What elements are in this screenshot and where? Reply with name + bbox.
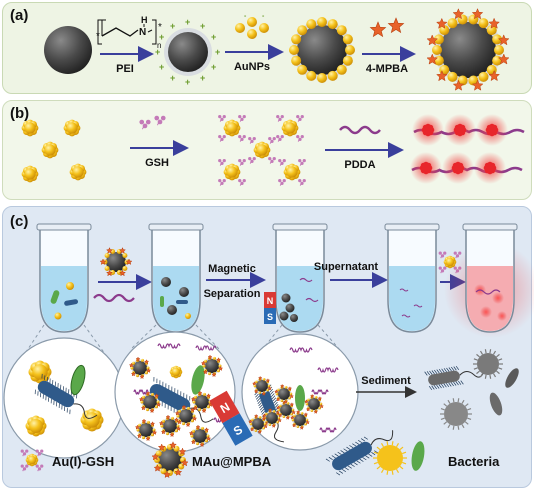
pei-structure-icon: * N H n * bbox=[96, 15, 162, 50]
step-gsh-label: GSH bbox=[145, 157, 169, 169]
mau-mpba-reagent-icon bbox=[99, 247, 133, 277]
tube-3-separation-icon bbox=[272, 223, 328, 333]
zoom-circle-1-icon bbox=[3, 337, 125, 459]
tube-5-fluorescence-icon bbox=[444, 223, 534, 338]
mau-mpba-particle-icon bbox=[426, 8, 510, 91]
svg-text:*: * bbox=[158, 22, 162, 33]
svg-text:+: + bbox=[200, 73, 205, 83]
step-pdda-label: PDDA bbox=[344, 159, 375, 171]
legend-bacteria-label: Bacteria bbox=[448, 454, 500, 469]
aunp-cluster-icon: - - bbox=[235, 13, 269, 39]
legend-bacteria: Bacteria bbox=[325, 430, 500, 476]
step-aunps-label: AuNPs bbox=[234, 61, 270, 73]
step-magnetic-label-line1: Magnetic bbox=[208, 263, 256, 275]
step-sediment-label: Sediment bbox=[361, 375, 411, 387]
step-pei-label: PEI bbox=[116, 63, 134, 75]
step-magnetic-label-line2: Separation bbox=[204, 288, 261, 300]
tube-2-mixture-icon bbox=[148, 223, 204, 333]
tube-4-supernatant-icon bbox=[384, 223, 440, 333]
svg-text:+: + bbox=[200, 21, 205, 31]
svg-text:-: - bbox=[244, 13, 247, 20]
zoom-circle-3-icon bbox=[241, 333, 359, 451]
magnet-icon-small: N S bbox=[264, 292, 276, 324]
tube-1-sample-icon bbox=[36, 223, 92, 333]
svg-text:H: H bbox=[141, 15, 148, 25]
svg-text:n: n bbox=[157, 41, 161, 50]
pei-coated-core-icon: + + + + + + + + + + + + bbox=[155, 17, 220, 87]
svg-text:N: N bbox=[139, 27, 146, 38]
pdda-polymer-icon bbox=[339, 125, 381, 135]
magnet-icon-large: N S bbox=[209, 390, 253, 446]
svg-text:+: + bbox=[185, 77, 190, 87]
svg-text:+: + bbox=[170, 21, 175, 31]
aggregated-fluorescent-chains-icon bbox=[410, 114, 525, 184]
svg-text:+: + bbox=[211, 32, 216, 42]
svg-text:+: + bbox=[185, 17, 190, 27]
svg-text:S: S bbox=[267, 312, 273, 322]
svg-text:+: + bbox=[170, 73, 175, 83]
magnetic-core-icon bbox=[44, 26, 92, 74]
mpba-star-icons bbox=[369, 17, 405, 38]
au-gsh-complex-icons bbox=[218, 115, 306, 186]
svg-text:+: + bbox=[211, 62, 216, 72]
svg-text:+: + bbox=[159, 62, 164, 72]
svg-text:+: + bbox=[155, 47, 160, 57]
legend-mau-mpba-label: MAu@MPBA bbox=[192, 454, 272, 469]
legend-au-gsh-label: Au(I)-GSH bbox=[52, 454, 114, 469]
zoom-circle-2-icon bbox=[114, 331, 236, 453]
svg-text:N: N bbox=[267, 296, 274, 306]
pdda-reagent-icon bbox=[93, 293, 135, 303]
panel-c-label: (c) bbox=[10, 213, 28, 230]
svg-text:+: + bbox=[159, 32, 164, 42]
step-supernatant-label: Supernatant bbox=[314, 261, 379, 273]
panel-a-label: (a) bbox=[10, 7, 28, 24]
legend-mau-mpba: MAu@MPBA bbox=[151, 441, 272, 479]
au-coated-core-icon bbox=[289, 17, 355, 83]
legend-au-gsh: Au(I)-GSH bbox=[20, 449, 114, 472]
svg-text:+: + bbox=[215, 47, 220, 57]
au-nanocluster-icons bbox=[21, 119, 87, 183]
svg-text:-: - bbox=[262, 13, 265, 20]
step-mpba-label: 4-MPBA bbox=[366, 63, 408, 75]
panel-b-label: (b) bbox=[10, 105, 29, 122]
sediment-bacteria-icon bbox=[424, 349, 519, 430]
gsh-molecule-icon bbox=[139, 115, 166, 130]
